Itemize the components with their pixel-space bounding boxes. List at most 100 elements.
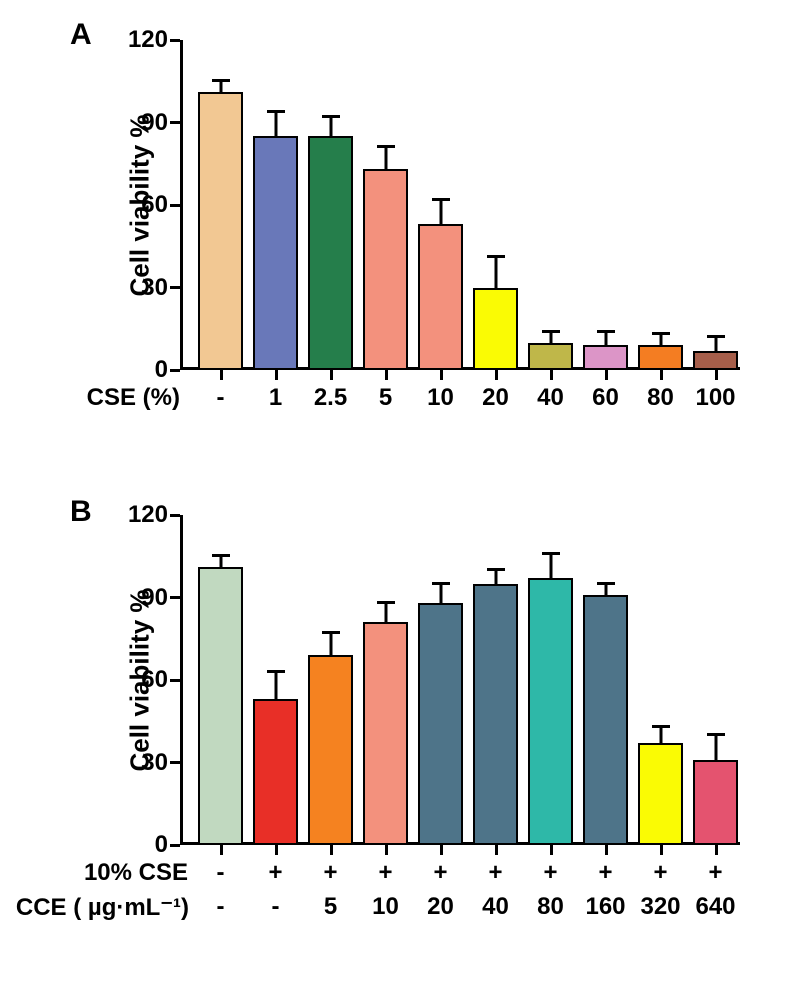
x-tick-label-row2: 80 xyxy=(523,893,579,921)
bar xyxy=(583,345,628,370)
bar-rect xyxy=(308,655,353,845)
figure: A Cell viability % B Cell viability % 03… xyxy=(0,0,800,981)
y-tick: 90 xyxy=(120,584,180,612)
error-bar-cap xyxy=(487,255,505,258)
bar-rect xyxy=(473,584,518,845)
y-tick-mark xyxy=(170,761,180,764)
error-bar-cap xyxy=(487,568,505,571)
y-tick-label: 30 xyxy=(120,274,168,302)
bar xyxy=(363,169,408,370)
y-tick-mark xyxy=(170,514,180,517)
error-bar-cap xyxy=(707,733,725,736)
y-tick-mark xyxy=(170,679,180,682)
x-tick-label: 2.5 xyxy=(303,384,359,412)
error-bar-cap xyxy=(432,582,450,585)
error-bar-stem xyxy=(549,554,552,579)
x-tick-label-row2: - xyxy=(193,893,249,921)
y-tick-label: 60 xyxy=(120,191,168,219)
error-bar-cap xyxy=(377,145,395,148)
x-tick-label-row1: + xyxy=(413,859,469,887)
y-tick: 60 xyxy=(120,191,180,219)
y-tick: 90 xyxy=(120,109,180,137)
error-bar-stem xyxy=(549,332,552,343)
x-tick-mark xyxy=(385,845,388,855)
error-bar-stem xyxy=(494,570,497,584)
error-bar-stem xyxy=(329,117,332,136)
x-tick-mark xyxy=(550,370,553,380)
x-tick-label-row2: 20 xyxy=(413,893,469,921)
bar-rect xyxy=(418,224,463,370)
x-tick-label-row2: 10 xyxy=(358,893,414,921)
bar-rect xyxy=(583,345,628,370)
bar xyxy=(253,136,298,370)
x-tick-label: 5 xyxy=(358,384,414,412)
y-tick: 60 xyxy=(120,666,180,694)
error-bar-cap xyxy=(542,552,560,555)
x-tick-label: 20 xyxy=(468,384,524,412)
x-tick-label-row2: 160 xyxy=(578,893,634,921)
bar xyxy=(528,578,573,845)
x-tick-label: - xyxy=(193,384,249,412)
x-tick-mark xyxy=(440,370,443,380)
error-bar-cap xyxy=(432,198,450,201)
bar-rect xyxy=(693,351,738,370)
error-bar-stem xyxy=(604,584,607,595)
error-bar-cap xyxy=(322,631,340,634)
y-tick-mark xyxy=(170,844,180,847)
bar xyxy=(308,136,353,370)
y-tick-mark xyxy=(170,39,180,42)
x-tick-label-row2: 320 xyxy=(633,893,689,921)
y-tick-label: 90 xyxy=(120,584,168,612)
x-axis-key-b2: CCE ( µg·mL⁻¹) xyxy=(0,893,189,922)
error-bar-stem xyxy=(274,672,277,700)
y-tick-mark xyxy=(170,286,180,289)
bar xyxy=(528,343,573,371)
error-bar-cap xyxy=(597,582,615,585)
x-tick-mark xyxy=(605,845,608,855)
bar-rect xyxy=(638,743,683,845)
error-bar-stem xyxy=(714,735,717,760)
y-tick-label: 0 xyxy=(120,831,168,859)
bar-rect xyxy=(473,288,518,371)
y-tick: 0 xyxy=(120,831,180,859)
y-tick-label: 30 xyxy=(120,749,168,777)
error-bar-cap xyxy=(267,670,285,673)
x-tick-label: 40 xyxy=(523,384,579,412)
bar-rect xyxy=(693,760,738,845)
x-axis-key-b1: 10% CSE xyxy=(10,859,188,887)
error-bar-stem xyxy=(219,81,222,92)
y-tick: 30 xyxy=(120,274,180,302)
x-tick-label-row2: - xyxy=(248,893,304,921)
panel-a-label: A xyxy=(70,18,92,52)
x-tick-label-row1: + xyxy=(688,859,744,887)
error-bar-stem xyxy=(439,584,442,603)
error-bar-cap xyxy=(652,725,670,728)
error-bar-cap xyxy=(542,330,560,333)
x-tick-mark xyxy=(550,845,553,855)
x-tick-label-row1: - xyxy=(193,859,249,887)
y-tick-label: 90 xyxy=(120,109,168,137)
error-bar-stem xyxy=(439,200,442,225)
y-tick-mark xyxy=(170,121,180,124)
x-tick-mark xyxy=(495,845,498,855)
x-tick-label-row1: + xyxy=(248,859,304,887)
bar-rect xyxy=(528,578,573,845)
x-tick-mark xyxy=(275,370,278,380)
x-tick-label-row2: 40 xyxy=(468,893,524,921)
x-tick-mark xyxy=(330,370,333,380)
error-bar-stem xyxy=(659,334,662,345)
bar-rect xyxy=(418,603,463,845)
bar xyxy=(583,595,628,845)
error-bar-stem xyxy=(274,112,277,137)
bar xyxy=(638,743,683,845)
x-tick-label: 1 xyxy=(248,384,304,412)
bar-rect xyxy=(198,567,243,845)
x-axis-key-a: CSE (%) xyxy=(45,384,180,412)
x-tick-mark xyxy=(715,845,718,855)
x-tick-label-row2: 640 xyxy=(688,893,744,921)
bar xyxy=(473,584,518,845)
bar-rect xyxy=(363,169,408,370)
bar-rect xyxy=(308,136,353,370)
error-bar-stem xyxy=(384,603,387,622)
x-tick-mark xyxy=(605,370,608,380)
